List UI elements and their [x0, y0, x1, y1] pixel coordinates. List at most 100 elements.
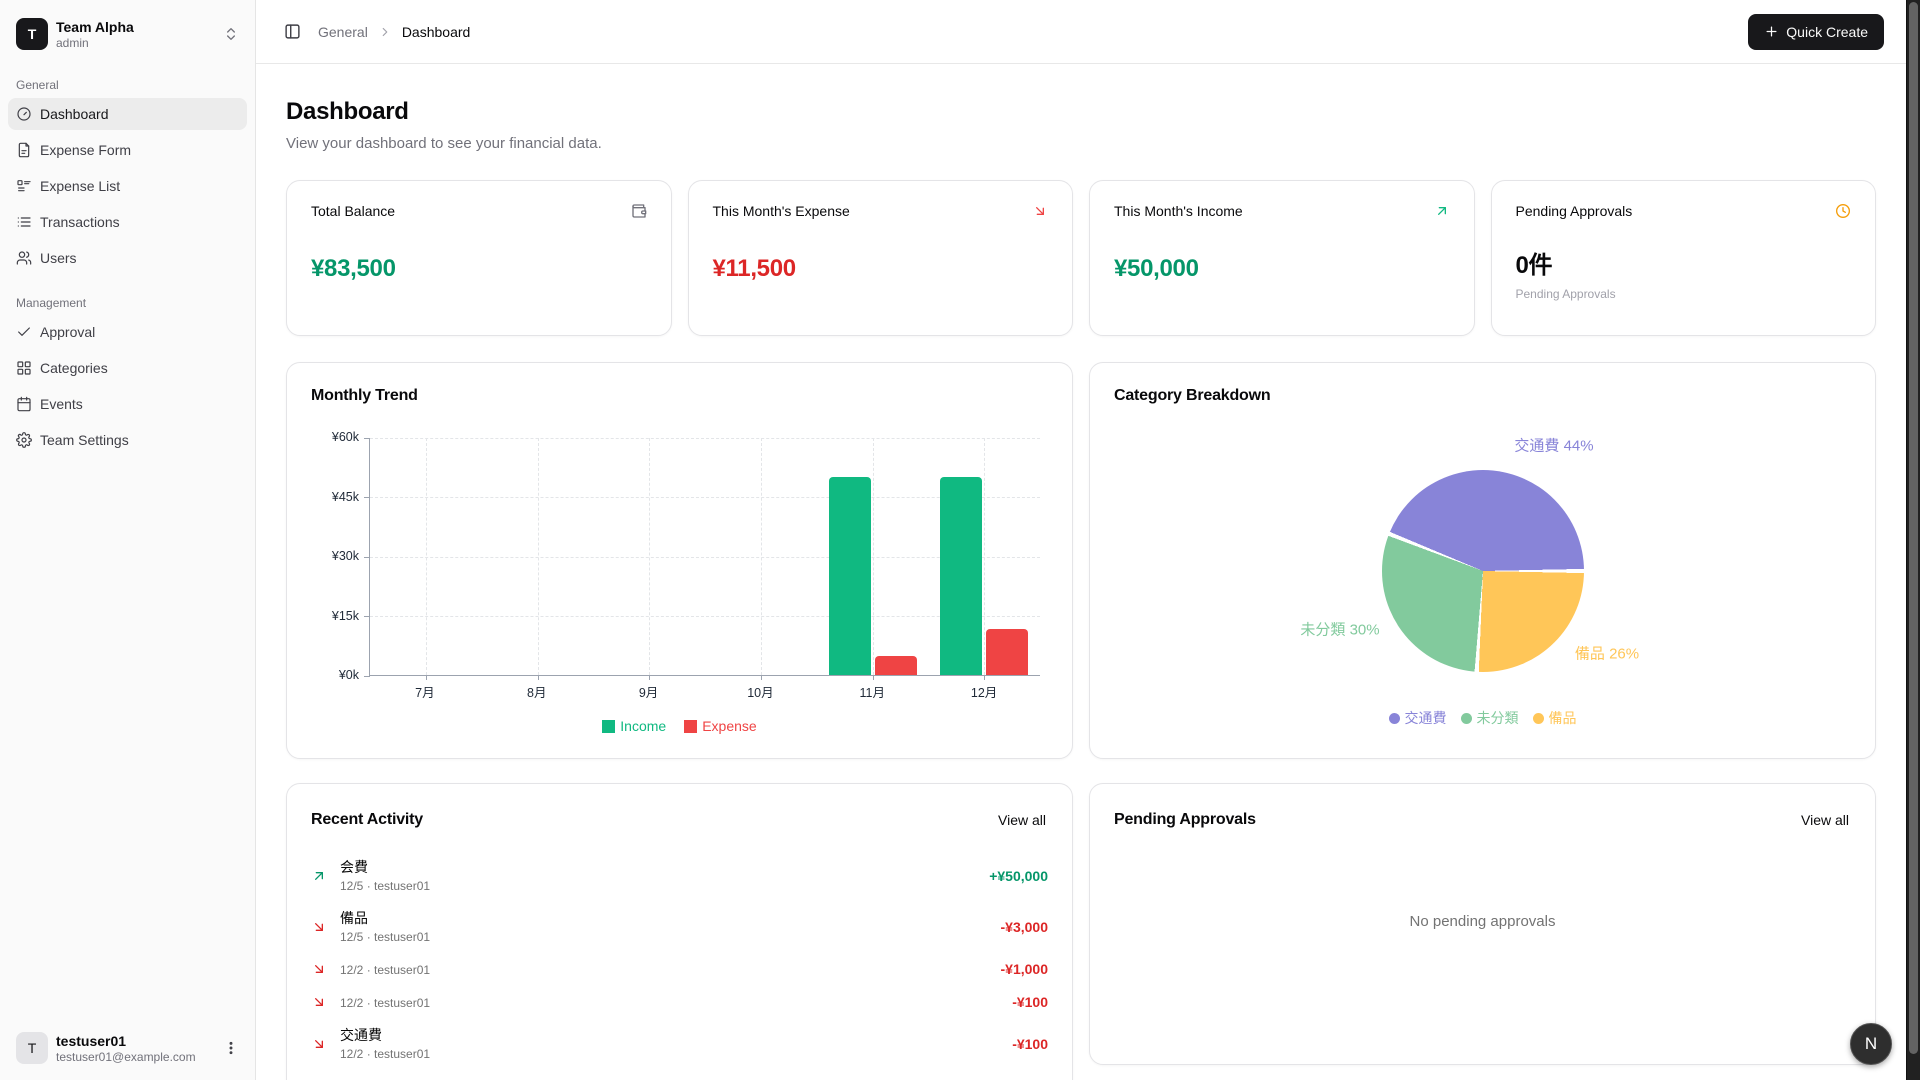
stat-card-value: ¥83,500	[311, 255, 396, 282]
sidebar-item-users[interactable]: Users	[8, 242, 247, 274]
income-bar	[828, 476, 871, 675]
sidebar-nav: General Dashboard Expense Form Expense Lis…	[8, 56, 247, 460]
sidebar: T Team Alpha admin General Dashboard Expe…	[0, 0, 256, 1080]
pie-slice-label: 備品 26%	[1574, 645, 1640, 663]
gauge-icon	[16, 106, 32, 122]
stat-card-caption: Pending Approvals	[1515, 287, 1616, 301]
legend-item-expense: Expense	[684, 718, 757, 734]
bar-chart-plot	[364, 437, 1040, 680]
users-icon	[16, 250, 32, 266]
income-bar	[940, 476, 983, 675]
scrollbar-thumb[interactable]	[1909, 2, 1918, 1054]
sidebar-item-label: Categories	[40, 360, 108, 376]
more-vertical-icon	[223, 1040, 239, 1056]
activity-amount: +¥50,000	[989, 868, 1048, 884]
activity-meta: 12/5 · testuser01	[340, 879, 431, 893]
arrow-down-right-icon	[311, 919, 327, 935]
recent-activity-view-all[interactable]: View all	[996, 808, 1048, 832]
bar-chart-x-labels: 7月 8月 9月 10月 11月 12月	[369, 682, 1040, 702]
y-axis-tick-label: ¥0k	[338, 668, 359, 682]
x-axis-tick-label: 10月	[747, 686, 774, 700]
x-axis-tick-label: 7月	[415, 686, 435, 700]
pending-approvals-card: Pending Approvals View all No pending ap…	[1089, 783, 1876, 1065]
pie-legend-dot	[1532, 712, 1544, 724]
pending-approvals-title: Pending Approvals	[1114, 811, 1256, 828]
sidebar-toggle-button[interactable]	[278, 18, 306, 46]
stat-card-header: This Month's Expense	[713, 203, 1049, 219]
recent-activity-header: Recent Activity View all	[311, 808, 1048, 832]
arrow-up-right-icon	[311, 868, 327, 884]
sidebar-item-label: Events	[40, 396, 83, 412]
topbar: General Dashboard Quick Create	[256, 0, 1906, 64]
team-name: Team Alpha	[56, 18, 134, 35]
team-meta: Team Alpha admin	[56, 19, 215, 50]
stat-card-title: This Month's Income	[1114, 203, 1243, 219]
sidebar-item-approval[interactable]: Approval	[8, 316, 247, 348]
user-name: testuser01	[56, 1032, 127, 1049]
x-axis-tick-label: 11月	[859, 686, 885, 700]
arrow-down-right-icon	[311, 961, 327, 977]
sidebar-item-label: Expense Form	[40, 142, 132, 158]
stats-grid: Total Balance ¥83,500 This Month's Expense…	[286, 180, 1876, 336]
monthly-trend-title: Monthly Trend	[311, 387, 418, 404]
pending-approvals-header: Pending Approvals View all	[1114, 808, 1851, 832]
activity-row: 会費 12/5 · testuser01 +¥50,000	[311, 858, 1048, 894]
monthly-trend-card: Monthly Trend ¥0k ¥15k ¥30k ¥45k ¥60k 7月 8月 9月…	[286, 362, 1073, 759]
sidebar-item-expense-form[interactable]: Expense Form	[8, 134, 247, 166]
activity-title: 会費	[340, 859, 368, 875]
file-icon	[16, 142, 32, 158]
pie-legend: 交通費 未分類 備品	[1114, 708, 1851, 728]
stat-card-value: ¥11,500	[712, 255, 797, 282]
breadcrumb-dashboard: Dashboard	[401, 23, 471, 40]
check-icon	[16, 324, 32, 340]
sidebar-item-label: Expense List	[40, 178, 121, 194]
quick-create-label: Quick Create	[1786, 23, 1868, 40]
activity-row: 12/2 · testuser01 -¥1,000	[311, 960, 1048, 978]
activity-row: 12/2 · testuser01 -¥100	[311, 993, 1048, 1011]
sidebar-item-label: Approval	[40, 324, 96, 340]
layout-list-icon	[16, 178, 32, 194]
sidebar-item-label: Dashboard	[40, 106, 109, 122]
x-axis-tick-label: 9月	[638, 686, 659, 700]
sidebar-section-management-items: Approval Categories Events Team Settings	[8, 316, 247, 456]
team-switcher[interactable]: T Team Alpha admin	[8, 12, 247, 56]
breadcrumb: General Dashboard	[318, 24, 470, 40]
sidebar-item-label: Users	[40, 250, 77, 266]
sidebar-item-transactions[interactable]: Transactions	[8, 206, 247, 238]
activity-texts: 交通費 12/2 · testuser01	[340, 1026, 999, 1062]
sidebar-item-dashboard[interactable]: Dashboard	[8, 98, 247, 130]
main-area: General Dashboard Quick Create Dashboard…	[256, 0, 1906, 1080]
sidebar-item-expense-list[interactable]: Expense List	[8, 170, 247, 202]
bar-chart-legend: Income Expense	[311, 718, 1048, 734]
user-email: testuser01@example.com	[56, 1049, 196, 1064]
arrow-down-right-icon	[1032, 203, 1048, 219]
sidebar-section-label-management: Management	[16, 296, 87, 310]
expense-bar	[986, 629, 1029, 675]
category-pie-chart: 交通費 44% 未分類 30% 備品 26% 交通費 未分類 備品	[1114, 405, 1851, 735]
sidebar-item-label: Team Settings	[40, 432, 129, 448]
y-axis-tick-label: ¥15k	[331, 608, 359, 623]
user-menu[interactable]: T testuser01 testuser01@example.com	[8, 1026, 247, 1070]
team-avatar: T	[16, 18, 48, 50]
sidebar-item-categories[interactable]: Categories	[8, 352, 247, 384]
sidebar-item-team-settings[interactable]: Team Settings	[8, 424, 247, 456]
pie	[1381, 470, 1584, 672]
quick-create-button[interactable]: Quick Create	[1748, 13, 1884, 50]
stat-card-title: This Month's Expense	[712, 203, 850, 219]
activity-list: 会費 12/5 · testuser01 +¥50,000 備品 12/5 · test…	[311, 858, 1048, 1062]
user-avatar: T	[16, 1032, 48, 1064]
breadcrumb-general[interactable]: General	[318, 23, 368, 40]
list-icon	[16, 214, 32, 230]
stat-card-value: ¥50,000	[1114, 255, 1199, 282]
arrow-down-right-icon	[311, 1036, 327, 1052]
pending-approvals-view-all[interactable]: View all	[1799, 808, 1851, 832]
clock-icon	[1835, 203, 1851, 219]
plus-icon	[1764, 24, 1779, 39]
legend-swatch	[684, 719, 698, 733]
category-breakdown-title: Category Breakdown	[1114, 387, 1271, 404]
sidebar-item-events[interactable]: Events	[8, 388, 247, 420]
dashboard-content: Dashboard View your dashboard to see you…	[256, 64, 1906, 1080]
wallet-icon	[631, 203, 647, 219]
dev-tools-button[interactable]: N	[1850, 1023, 1892, 1065]
bottom-grid: Recent Activity View all 会費 12/5 · testus…	[286, 783, 1876, 1080]
